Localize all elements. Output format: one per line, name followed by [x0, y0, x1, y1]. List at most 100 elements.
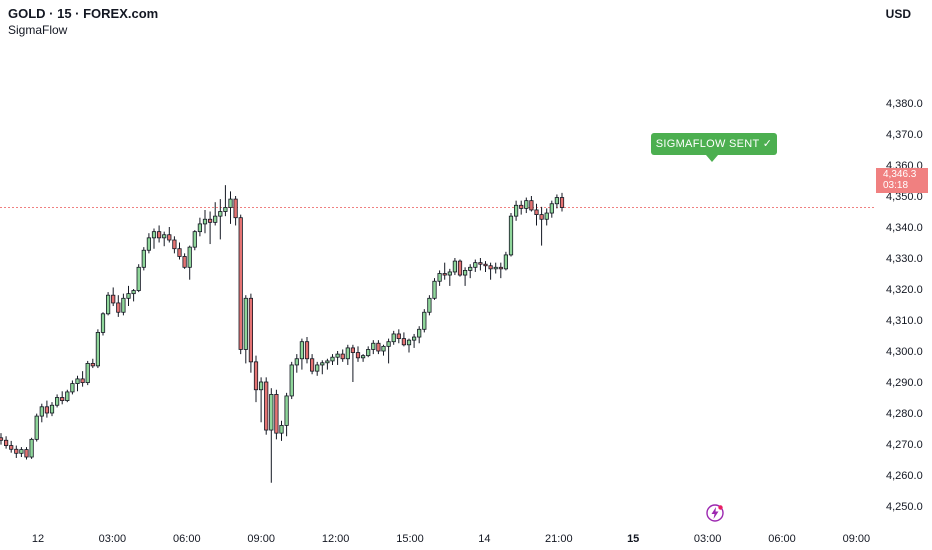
- candles: [0, 185, 565, 483]
- candle-body: [360, 355, 366, 359]
- candle-body: [554, 197, 560, 205]
- candle: [156, 225, 162, 243]
- candle-body: [9, 445, 14, 450]
- candle-body: [309, 358, 315, 372]
- candle: [197, 217, 202, 237]
- candle-body: [559, 197, 565, 208]
- candle-body: [218, 211, 223, 217]
- time-tick-label: 09:00: [247, 533, 275, 545]
- candle-body: [202, 218, 208, 225]
- candle: [95, 329, 100, 369]
- price-tick-label: 4,370.0: [886, 129, 923, 141]
- candle-body: [391, 333, 396, 343]
- candle: [218, 199, 223, 240]
- candle: [4, 436, 9, 449]
- candle-body: [121, 297, 126, 313]
- candle: [258, 377, 264, 423]
- candle: [432, 278, 437, 300]
- candle: [207, 211, 213, 245]
- indicator-name[interactable]: SigmaFlow: [8, 23, 68, 37]
- candle-body: [468, 266, 473, 271]
- candle-body: [452, 260, 458, 273]
- candle: [126, 285, 131, 307]
- candle-body: [401, 338, 407, 346]
- candle-body: [177, 248, 182, 257]
- candle-body: [498, 266, 503, 270]
- candle: [539, 206, 544, 246]
- candle-body: [187, 246, 192, 268]
- candle-body: [355, 352, 361, 359]
- candle-body: [437, 273, 442, 282]
- candle-body: [136, 266, 141, 291]
- candle: [34, 413, 39, 442]
- candle: [228, 191, 233, 224]
- price-axis[interactable]: 4,250.0 4,260.0 4,270.0 4,280.0 4,290.0 4,300…: [886, 98, 923, 513]
- candle-body: [493, 266, 498, 270]
- candle-body: [478, 262, 483, 265]
- candle-body: [116, 302, 121, 313]
- time-axis[interactable]: 12 03:00 06:00 09:00 12:00 15:00 14 21:00 15 03:0…: [32, 533, 870, 545]
- candle: [111, 287, 116, 307]
- candle-body: [156, 231, 162, 239]
- candle: [0, 433, 4, 445]
- candle: [468, 264, 473, 279]
- candle-body: [376, 342, 381, 352]
- candle-body: [213, 215, 218, 223]
- time-tick-label: 12:00: [322, 533, 350, 545]
- candle: [19, 447, 24, 458]
- candle: [146, 233, 151, 254]
- currency-label[interactable]: USD: [885, 7, 911, 21]
- candle-body: [432, 280, 437, 299]
- candle-body: [473, 262, 478, 268]
- candle: [253, 355, 259, 403]
- candle-body: [411, 336, 417, 341]
- candle: [90, 358, 95, 369]
- candle-body: [325, 360, 330, 364]
- candle: [309, 354, 315, 375]
- candle-body: [350, 347, 356, 353]
- sigmaflow-signal-badge: SIGMAFLOW SENT ✓: [651, 133, 777, 155]
- candle-body: [192, 231, 197, 248]
- time-tick-label: 14: [478, 533, 490, 545]
- candle-body: [55, 397, 60, 406]
- candle-body: [524, 200, 529, 209]
- candle: [462, 267, 468, 286]
- candle-body: [534, 209, 539, 215]
- candle-body: [304, 341, 310, 360]
- candle: [202, 209, 208, 234]
- candle-body: [162, 234, 167, 239]
- candle: [14, 445, 19, 458]
- price-tick-label: 4,350.0: [886, 191, 923, 203]
- candle: [299, 338, 305, 370]
- candle: [274, 389, 279, 440]
- price-tick-label: 4,380.0: [886, 98, 923, 110]
- candle: [304, 337, 310, 364]
- candle: [355, 346, 361, 362]
- time-tick-label: 15:00: [396, 533, 424, 545]
- candle: [417, 326, 422, 344]
- candle: [243, 295, 248, 364]
- candle: [182, 253, 187, 269]
- candle: [192, 230, 197, 251]
- candle: [65, 389, 70, 403]
- candle-body: [60, 397, 65, 401]
- candle: [248, 293, 253, 373]
- candle: [70, 380, 75, 395]
- candle: [223, 185, 228, 217]
- candle: [24, 447, 29, 460]
- candle-body: [111, 294, 116, 304]
- candle: [289, 361, 294, 400]
- candle: [350, 344, 356, 382]
- symbol-title[interactable]: GOLD · 15 · FOREX.com: [8, 6, 159, 21]
- candle: [508, 213, 514, 257]
- candle: [442, 262, 447, 280]
- candle: [325, 358, 330, 370]
- candle: [9, 440, 14, 453]
- candle-body: [294, 358, 299, 366]
- tradingview-lightning-icon[interactable]: [706, 504, 724, 522]
- time-tick-label: 15: [627, 533, 639, 545]
- candle-body: [167, 234, 172, 241]
- candle: [233, 196, 238, 226]
- candle: [141, 247, 146, 271]
